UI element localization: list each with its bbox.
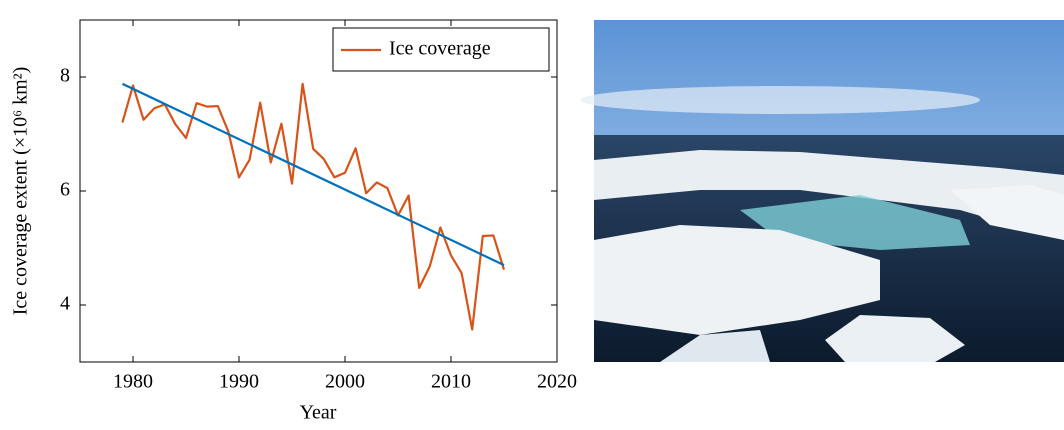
photo bbox=[580, 20, 1064, 362]
y-axis-label: Ice coverage extent (×10⁶ km²) bbox=[10, 67, 32, 316]
series-line bbox=[121, 82, 506, 331]
x-axis-label: Year bbox=[300, 402, 337, 424]
legend: Ice coverage bbox=[332, 27, 550, 72]
x-tick-label: 1990 bbox=[219, 371, 259, 393]
x-tick-label: 2020 bbox=[537, 371, 577, 393]
x-tick-label: 1980 bbox=[113, 371, 153, 393]
y-tick-label: 4 bbox=[60, 293, 70, 315]
legend-label: Ice coverage bbox=[389, 38, 491, 60]
y-tick-label: 8 bbox=[60, 65, 70, 87]
trend-line bbox=[121, 82, 505, 267]
x-tick-label: 2010 bbox=[431, 371, 471, 393]
x-tick-label: 2000 bbox=[325, 371, 365, 393]
y-tick-label: 6 bbox=[60, 179, 70, 201]
